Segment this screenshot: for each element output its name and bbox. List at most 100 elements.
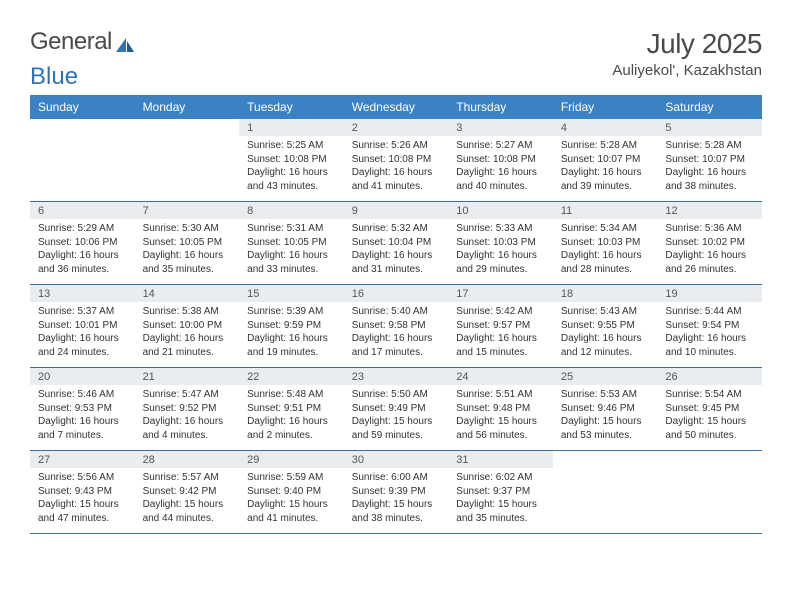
day-detail: Sunrise: 6:00 AMSunset: 9:39 PMDaylight:… — [344, 468, 449, 533]
day-number — [30, 119, 135, 136]
day-line: Sunset: 10:07 PM — [665, 153, 754, 167]
day-line: Daylight: 16 hours — [561, 332, 650, 346]
day-line: and 15 minutes. — [456, 346, 545, 360]
day-line: Sunset: 9:43 PM — [38, 485, 127, 499]
day-detail — [553, 468, 658, 533]
day-line: Daylight: 16 hours — [247, 332, 336, 346]
day-line: and 17 minutes. — [352, 346, 441, 360]
day-line: Daylight: 15 hours — [456, 498, 545, 512]
weekday-wed: Wednesday — [344, 95, 449, 119]
day-detail: Sunrise: 5:39 AMSunset: 9:59 PMDaylight:… — [239, 302, 344, 367]
day-line: Daylight: 16 hours — [352, 249, 441, 263]
sail-icon — [114, 33, 136, 51]
day-detail: Sunrise: 5:32 AMSunset: 10:04 PMDaylight… — [344, 219, 449, 284]
day-line: Sunset: 10:05 PM — [143, 236, 232, 250]
day-line: Sunrise: 5:57 AM — [143, 471, 232, 485]
day-line: Daylight: 16 hours — [665, 332, 754, 346]
day-detail: Sunrise: 5:59 AMSunset: 9:40 PMDaylight:… — [239, 468, 344, 533]
weekday-header: Sunday Monday Tuesday Wednesday Thursday… — [30, 95, 762, 119]
day-line: Daylight: 15 hours — [665, 415, 754, 429]
day-line: and 4 minutes. — [143, 429, 232, 443]
day-number: 5 — [657, 119, 762, 136]
day-line: Daylight: 15 hours — [247, 498, 336, 512]
day-line: and 10 minutes. — [665, 346, 754, 360]
day-number: 18 — [553, 285, 658, 302]
day-line: Sunset: 10:00 PM — [143, 319, 232, 333]
day-line: and 24 minutes. — [38, 346, 127, 360]
day-line: Sunset: 10:03 PM — [456, 236, 545, 250]
day-detail: Sunrise: 5:33 AMSunset: 10:03 PMDaylight… — [448, 219, 553, 284]
day-line: and 38 minutes. — [665, 180, 754, 194]
day-detail — [135, 136, 240, 201]
day-line: Daylight: 16 hours — [38, 249, 127, 263]
day-line: Sunrise: 5:31 AM — [247, 222, 336, 236]
day-detail: Sunrise: 6:02 AMSunset: 9:37 PMDaylight:… — [448, 468, 553, 533]
day-detail: Sunrise: 5:36 AMSunset: 10:02 PMDaylight… — [657, 219, 762, 284]
day-number: 27 — [30, 451, 135, 468]
day-line: and 43 minutes. — [247, 180, 336, 194]
day-line: and 35 minutes. — [143, 263, 232, 277]
day-detail — [657, 468, 762, 533]
week-row: 13141516171819Sunrise: 5:37 AMSunset: 10… — [30, 285, 762, 368]
day-line: Sunset: 9:55 PM — [561, 319, 650, 333]
day-detail — [30, 136, 135, 201]
day-line: Sunrise: 5:43 AM — [561, 305, 650, 319]
day-detail: Sunrise: 5:47 AMSunset: 9:52 PMDaylight:… — [135, 385, 240, 450]
day-line: Sunrise: 5:46 AM — [38, 388, 127, 402]
day-line: Daylight: 16 hours — [247, 415, 336, 429]
day-line: Daylight: 15 hours — [561, 415, 650, 429]
day-number: 1 — [239, 119, 344, 136]
day-line: Sunset: 9:58 PM — [352, 319, 441, 333]
day-detail: Sunrise: 5:26 AMSunset: 10:08 PMDaylight… — [344, 136, 449, 201]
day-number: 28 — [135, 451, 240, 468]
day-number: 19 — [657, 285, 762, 302]
day-line: Sunrise: 5:56 AM — [38, 471, 127, 485]
day-line: Sunrise: 5:33 AM — [456, 222, 545, 236]
day-line: Daylight: 16 hours — [143, 249, 232, 263]
day-number: 9 — [344, 202, 449, 219]
day-line: Sunrise: 6:00 AM — [352, 471, 441, 485]
day-line: and 7 minutes. — [38, 429, 127, 443]
week-row: 2728293031Sunrise: 5:56 AMSunset: 9:43 P… — [30, 451, 762, 534]
day-number: 22 — [239, 368, 344, 385]
day-line: Sunset: 10:08 PM — [456, 153, 545, 167]
day-line: Sunset: 10:07 PM — [561, 153, 650, 167]
day-line: and 12 minutes. — [561, 346, 650, 360]
weekday-sat: Saturday — [657, 95, 762, 119]
day-line: Daylight: 16 hours — [352, 166, 441, 180]
day-line: Sunset: 9:59 PM — [247, 319, 336, 333]
day-detail: Sunrise: 5:57 AMSunset: 9:42 PMDaylight:… — [135, 468, 240, 533]
day-line: Sunrise: 5:26 AM — [352, 139, 441, 153]
day-line: Sunset: 9:42 PM — [143, 485, 232, 499]
weekday-mon: Monday — [135, 95, 240, 119]
day-line: Sunset: 10:04 PM — [352, 236, 441, 250]
day-line: and 29 minutes. — [456, 263, 545, 277]
day-number: 11 — [553, 202, 658, 219]
weekday-sun: Sunday — [30, 95, 135, 119]
calendar-page: General July 2025 Auliyekol', Kazakhstan… — [0, 0, 792, 554]
day-detail: Sunrise: 5:56 AMSunset: 9:43 PMDaylight:… — [30, 468, 135, 533]
day-line: Sunrise: 6:02 AM — [456, 471, 545, 485]
day-line: and 40 minutes. — [456, 180, 545, 194]
week-row: 6789101112Sunrise: 5:29 AMSunset: 10:06 … — [30, 202, 762, 285]
day-detail: Sunrise: 5:37 AMSunset: 10:01 PMDaylight… — [30, 302, 135, 367]
day-line: Sunset: 9:40 PM — [247, 485, 336, 499]
weeks-container: 12345Sunrise: 5:25 AMSunset: 10:08 PMDay… — [30, 119, 762, 534]
day-line: and 44 minutes. — [143, 512, 232, 526]
day-line: Sunset: 10:05 PM — [247, 236, 336, 250]
day-line: Sunrise: 5:25 AM — [247, 139, 336, 153]
logo-text-blue: Blue — [30, 63, 762, 91]
day-detail: Sunrise: 5:31 AMSunset: 10:05 PMDaylight… — [239, 219, 344, 284]
day-number: 31 — [448, 451, 553, 468]
day-line: Sunrise: 5:54 AM — [665, 388, 754, 402]
day-line: and 53 minutes. — [561, 429, 650, 443]
day-detail: Sunrise: 5:46 AMSunset: 9:53 PMDaylight:… — [30, 385, 135, 450]
day-line: Sunrise: 5:28 AM — [561, 139, 650, 153]
day-line: Sunrise: 5:39 AM — [247, 305, 336, 319]
day-number: 20 — [30, 368, 135, 385]
day-line: Sunset: 10:08 PM — [352, 153, 441, 167]
day-line: and 56 minutes. — [456, 429, 545, 443]
day-line: Sunset: 9:49 PM — [352, 402, 441, 416]
day-detail: Sunrise: 5:53 AMSunset: 9:46 PMDaylight:… — [553, 385, 658, 450]
day-line: Sunrise: 5:40 AM — [352, 305, 441, 319]
